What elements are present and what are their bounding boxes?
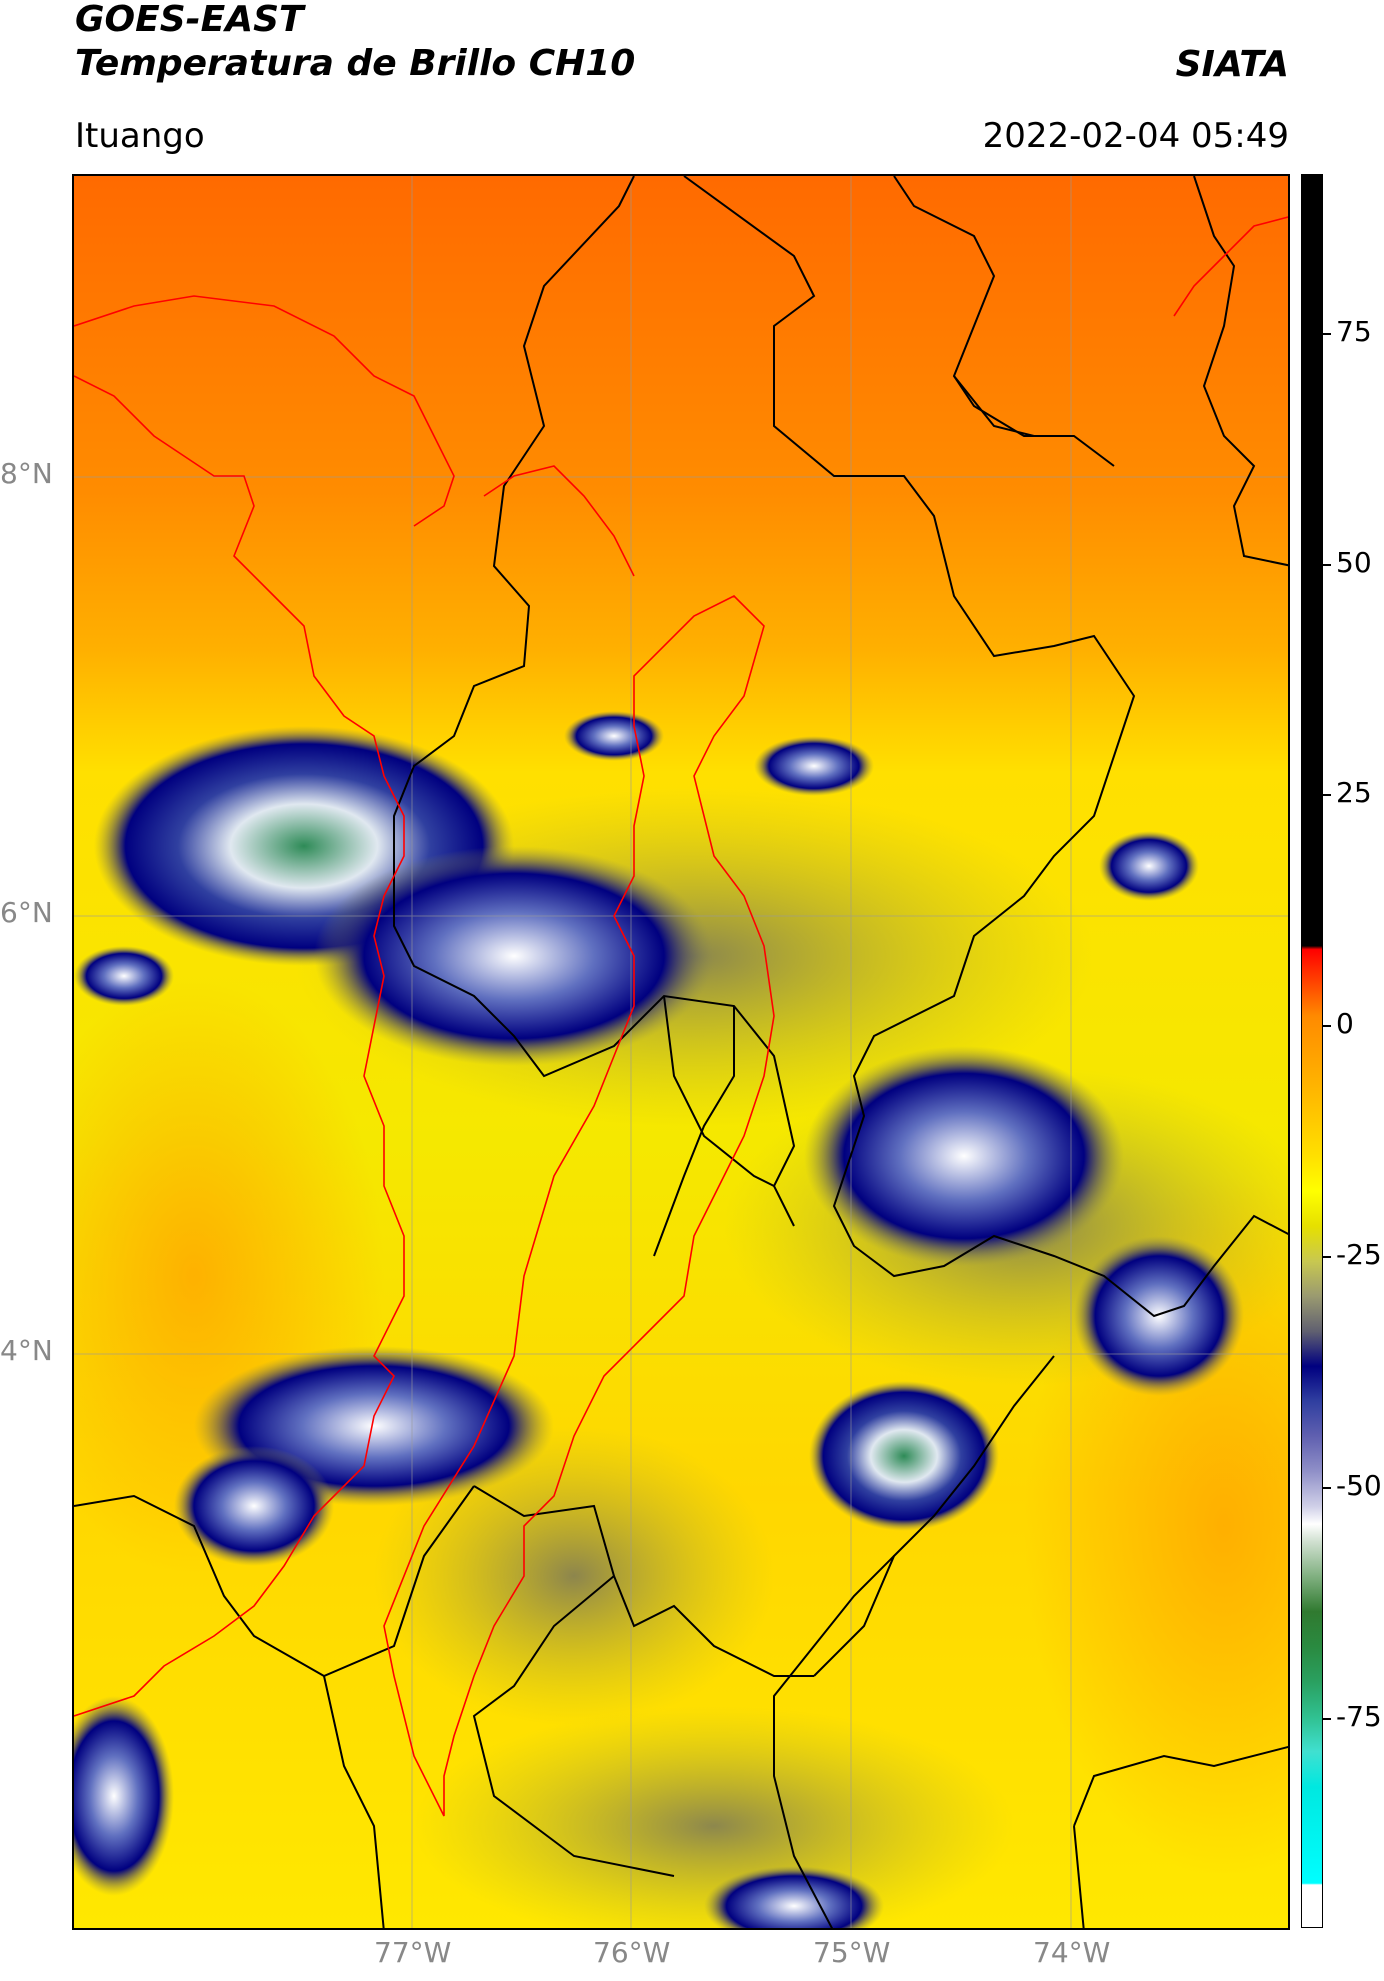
colorbar-label-25: 25	[1336, 776, 1372, 809]
colorbar-tick	[1323, 333, 1331, 335]
colorbar-label-neg25: -25	[1336, 1238, 1382, 1271]
colorbar-label-50: 50	[1336, 546, 1372, 579]
datetime-label: 2022-02-04 05:49	[982, 116, 1289, 156]
colorbar-tick	[1323, 1025, 1331, 1027]
satellite-map[interactable]	[72, 174, 1290, 1930]
colorbar-label-neg50: -50	[1336, 1469, 1382, 1502]
lat-label-4n: 4°N	[0, 1334, 53, 1367]
lat-label-8n: 8°N	[0, 457, 53, 490]
lon-label-75w: 75°W	[813, 1936, 891, 1969]
colorbar-label-0: 0	[1336, 1007, 1354, 1040]
colorbar-label-75: 75	[1336, 315, 1372, 348]
title-line-2: Temperatura de Brillo CH10	[75, 43, 636, 84]
colorbar	[1301, 174, 1323, 1928]
lon-label-74w: 74°W	[1033, 1936, 1111, 1969]
colorbar-tick	[1323, 1718, 1331, 1720]
lat-label-6n: 6°N	[0, 896, 53, 929]
colorbar-tick	[1323, 1256, 1331, 1258]
location-label: Ituango	[75, 116, 205, 156]
organization-label: SIATA	[1175, 44, 1289, 85]
colorbar-tick	[1323, 564, 1331, 566]
lon-label-77w: 77°W	[374, 1936, 452, 1969]
map-svg	[74, 176, 1288, 1928]
colorbar-tick	[1323, 1487, 1331, 1489]
lon-label-76w: 76°W	[593, 1936, 671, 1969]
colorbar-label-neg75: -75	[1336, 1700, 1382, 1733]
colorbar-tick	[1323, 794, 1331, 796]
title-line-1: GOES-EAST	[75, 0, 304, 40]
